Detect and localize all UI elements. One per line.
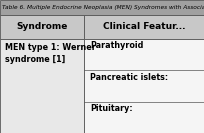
Bar — [0, 39, 84, 133]
Bar — [0, 0, 204, 15]
Bar — [84, 15, 204, 39]
Text: Parathyroid: Parathyroid — [90, 41, 143, 50]
Text: Pituitary:: Pituitary: — [90, 104, 132, 113]
Text: Table 6. Multiple Endocrine Neoplasia (MEN) Syndromes with Associated Clinical a: Table 6. Multiple Endocrine Neoplasia (M… — [2, 5, 204, 10]
Text: Syndrome: Syndrome — [16, 22, 68, 31]
Text: MEN type 1: Werner
syndrome [1]: MEN type 1: Werner syndrome [1] — [5, 43, 96, 64]
Text: Pancreatic islets:: Pancreatic islets: — [90, 73, 168, 82]
Bar — [84, 39, 204, 133]
Bar — [0, 15, 84, 39]
Text: Clinical Featur...: Clinical Featur... — [103, 22, 185, 31]
